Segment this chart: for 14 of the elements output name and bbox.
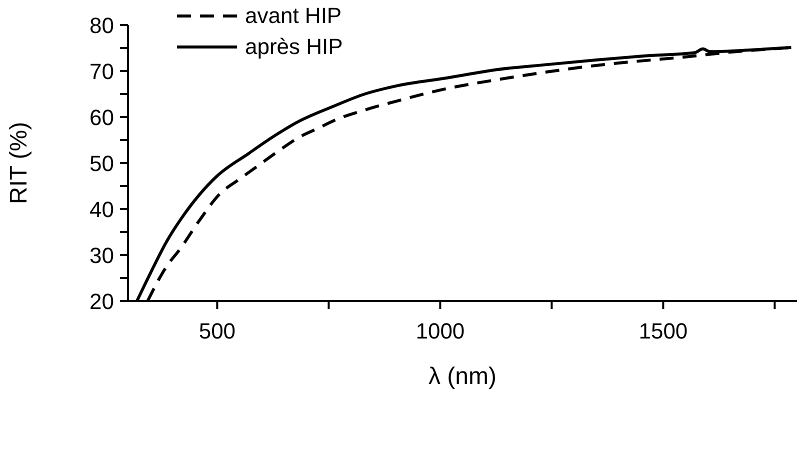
y-tick-label: 30 bbox=[90, 242, 114, 268]
y-tick-label: 50 bbox=[90, 150, 114, 176]
x-tick-label: 500 bbox=[198, 318, 236, 344]
legend-label: avant HIP bbox=[245, 2, 342, 30]
y-tick-label: 70 bbox=[90, 58, 114, 84]
y-tick-label: 60 bbox=[90, 104, 114, 130]
x-tick-label: 1500 bbox=[638, 318, 688, 344]
y-tick-label: 80 bbox=[90, 12, 114, 38]
legend-label: après HIP bbox=[245, 33, 343, 61]
y-axis-title: RIT (%) bbox=[6, 122, 33, 204]
x-axis-title: λ (nm) bbox=[428, 363, 496, 390]
y-tick-label: 20 bbox=[90, 288, 114, 314]
x-tick-label: 1000 bbox=[416, 318, 465, 344]
y-tick-label: 40 bbox=[90, 196, 114, 222]
